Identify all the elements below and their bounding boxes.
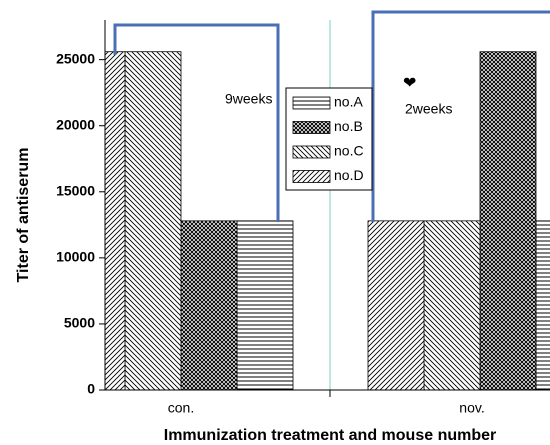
- bar: [535, 220, 550, 390]
- x-tick-label: con.: [168, 400, 194, 416]
- y-tick-label: 25000: [56, 50, 95, 66]
- y-axis-label: Titer of antiserum: [15, 148, 32, 283]
- y-tick-label: 0: [87, 381, 95, 397]
- bar: [180, 220, 238, 390]
- legend-label: no.C: [334, 143, 364, 159]
- bar: [479, 51, 537, 390]
- legend-label: no.D: [334, 167, 364, 183]
- bracket: [113, 23, 280, 222]
- bracket: [371, 10, 550, 222]
- bar: [105, 51, 126, 390]
- y-tick-label: 5000: [64, 315, 95, 331]
- bars: [105, 51, 550, 390]
- legend-swatch: [292, 121, 331, 134]
- legend-swatch: [292, 96, 331, 110]
- legend-label: no.B: [334, 118, 363, 134]
- y-tick-label: 10000: [56, 249, 95, 265]
- legend-swatch: [292, 170, 331, 183]
- legend-label: no.A: [334, 94, 363, 110]
- legend-swatch: [292, 145, 331, 159]
- x-tick-label: nov.: [459, 400, 484, 416]
- annotation: 2weeks: [405, 101, 452, 117]
- annotation: ❤: [403, 75, 416, 92]
- x-axis-label: Immunization treatment and mouse number: [164, 427, 496, 444]
- bar: [367, 220, 425, 390]
- bar: [236, 220, 294, 390]
- annotation: 9weeks: [225, 91, 272, 107]
- y-tick-label: 15000: [56, 182, 95, 198]
- y-tick-label: 20000: [56, 116, 95, 132]
- bar: [423, 220, 481, 390]
- bar: [124, 51, 182, 390]
